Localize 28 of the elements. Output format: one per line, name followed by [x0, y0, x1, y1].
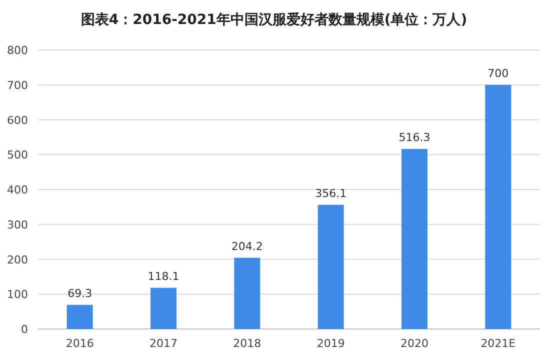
- x-tick-label: 2021E: [480, 337, 516, 350]
- chart-title: 图表4：2016-2021年中国汉服爱好者数量规模(单位：万人): [80, 11, 468, 28]
- y-tick-label: 300: [7, 218, 28, 232]
- x-tick-label: 2018: [233, 337, 262, 350]
- y-tick-label: 500: [7, 148, 28, 162]
- bar: [234, 258, 260, 329]
- data-label: 516.3: [398, 130, 430, 144]
- bar: [66, 304, 93, 329]
- data-label: 204.2: [231, 240, 263, 253]
- bar: [402, 148, 428, 329]
- data-label: 118.1: [148, 270, 180, 283]
- y-tick-label: 400: [7, 184, 28, 196]
- y-tick-label: 700: [7, 78, 28, 92]
- y-tick-label: 100: [7, 288, 28, 302]
- x-tick-label: 2019: [316, 337, 345, 350]
- data-label: 69.3: [68, 286, 92, 300]
- y-tick-label: 600: [7, 114, 28, 127]
- x-tick-label: 2017: [150, 337, 178, 350]
- bar: [318, 204, 344, 329]
- bar: [150, 288, 176, 329]
- y-tick-label: 800: [7, 44, 28, 57]
- y-tick-label: 0: [21, 323, 28, 336]
- x-tick-label: 2016: [66, 337, 94, 350]
- bar: [485, 84, 512, 329]
- y-tick-label: 200: [7, 253, 28, 266]
- data-label: 700: [488, 66, 509, 80]
- data-label: 356.1: [315, 186, 347, 200]
- x-tick-label: 2020: [400, 337, 428, 350]
